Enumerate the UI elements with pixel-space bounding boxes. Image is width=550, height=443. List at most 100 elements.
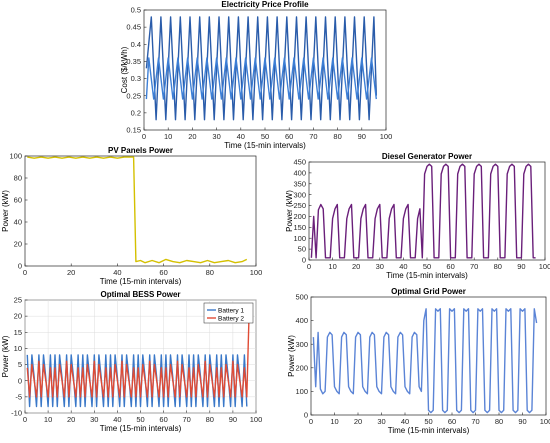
y-tick-label: 0 xyxy=(302,256,306,265)
x-tick-label: 70 xyxy=(309,132,317,141)
x-axis-label: Time (15-min intervals) xyxy=(100,424,182,433)
legend-entry: Battery 2 xyxy=(218,315,244,322)
y-tick-label: 0.35 xyxy=(126,57,141,66)
x-tick-label: 80 xyxy=(206,415,214,424)
y-tick-label: 0.5 xyxy=(131,6,141,15)
plot-area xyxy=(24,155,257,267)
x-tick-label: 60 xyxy=(159,415,167,424)
x-tick-label: 0 xyxy=(142,132,146,141)
y-tick-label: 0.4 xyxy=(131,40,141,49)
y-axis-label: Power (kW) xyxy=(1,190,10,232)
y-tick-label: 5 xyxy=(18,360,22,369)
y-tick-label: 350 xyxy=(293,179,306,188)
y-tick-label: 200 xyxy=(295,363,308,372)
x-tick-label: 50 xyxy=(261,132,269,141)
x-tick-label: 30 xyxy=(377,417,385,426)
y-tick-label: 15 xyxy=(14,328,22,337)
y-tick-label: 40 xyxy=(14,218,22,227)
y-tick-label: 150 xyxy=(293,223,306,232)
x-tick-label: 20 xyxy=(67,268,75,277)
x-tick-label: 0 xyxy=(309,417,313,426)
y-tick-label: 20 xyxy=(14,240,22,249)
y-tick-label: 400 xyxy=(293,168,306,177)
x-tick-label: 40 xyxy=(113,415,121,424)
series-line xyxy=(312,308,538,414)
x-tick-label: 100 xyxy=(540,417,550,426)
legend-box xyxy=(203,302,254,324)
x-tick-label: 90 xyxy=(517,262,525,271)
x-tick-label: 60 xyxy=(285,132,293,141)
y-axis-label: Power (kW) xyxy=(287,335,296,377)
y-tick-label: 100 xyxy=(293,234,306,243)
y-tick-label: 0 xyxy=(18,262,22,271)
x-axis-label: Time (15-min intervals) xyxy=(388,426,470,435)
y-tick-label: 0 xyxy=(18,376,22,385)
series-line xyxy=(26,312,250,398)
x-tick-label: 40 xyxy=(113,268,121,277)
x-tick-label: 60 xyxy=(159,268,167,277)
y-tick-label: 450 xyxy=(293,158,306,167)
y-tick-label: 300 xyxy=(295,340,308,349)
x-tick-label: 100 xyxy=(539,262,550,271)
x-tick-label: 50 xyxy=(136,415,144,424)
y-axis-label: Power (kW) xyxy=(1,335,10,377)
x-tick-label: 60 xyxy=(448,417,456,426)
y-tick-label: 0.25 xyxy=(126,91,141,100)
x-tick-label: 10 xyxy=(330,417,338,426)
series-line xyxy=(145,16,377,121)
x-tick-label: 0 xyxy=(23,268,27,277)
y-tick-label: 80 xyxy=(14,174,22,183)
x-tick-label: 80 xyxy=(333,132,341,141)
x-tick-label: 30 xyxy=(212,132,220,141)
y-axis-label: Cost ($/kWh) xyxy=(120,46,129,93)
x-tick-label: 90 xyxy=(518,417,526,426)
y-tick-label: 0.15 xyxy=(126,126,141,135)
y-tick-label: 500 xyxy=(295,293,308,302)
x-tick-label: 90 xyxy=(358,132,366,141)
x-tick-label: 0 xyxy=(307,262,311,271)
y-tick-label: -10 xyxy=(11,409,22,418)
chart-title: PV Panels Power xyxy=(108,146,173,155)
y-tick-label: 0.45 xyxy=(126,23,141,32)
x-tick-label: 60 xyxy=(446,262,454,271)
y-tick-label: 250 xyxy=(293,201,306,210)
y-tick-label: 300 xyxy=(293,190,306,199)
y-tick-label: 400 xyxy=(295,316,308,325)
x-tick-label: 80 xyxy=(495,417,503,426)
x-tick-label: 100 xyxy=(250,268,263,277)
x-tick-label: 20 xyxy=(352,262,360,271)
y-tick-label: 10 xyxy=(14,344,22,353)
x-tick-label: 10 xyxy=(44,415,52,424)
x-tick-label: 30 xyxy=(90,415,98,424)
series-line xyxy=(145,57,377,100)
x-tick-label: 0 xyxy=(23,415,27,424)
x-axis-label: Time (15-min intervals) xyxy=(224,141,306,150)
y-tick-label: 20 xyxy=(14,312,22,321)
y-axis-label: Power (kW) xyxy=(285,190,294,232)
chart-title: Electricity Price Profile xyxy=(221,0,309,9)
x-tick-label: 40 xyxy=(399,262,407,271)
y-tick-label: 50 xyxy=(298,245,306,254)
x-tick-label: 80 xyxy=(494,262,502,271)
x-tick-label: 10 xyxy=(328,262,336,271)
chart-title: Optimal BESS Power xyxy=(100,290,180,299)
chart-title: Diesel Generator Power xyxy=(382,152,472,161)
y-tick-label: 25 xyxy=(14,296,22,305)
x-tick-label: 20 xyxy=(67,415,75,424)
x-tick-label: 40 xyxy=(237,132,245,141)
x-tick-label: 70 xyxy=(470,262,478,271)
x-tick-label: 70 xyxy=(471,417,479,426)
series-line xyxy=(310,163,536,259)
y-tick-label: 0.3 xyxy=(131,74,141,83)
series-line xyxy=(27,156,248,264)
chart-title: Optimal Grid Power xyxy=(391,287,466,296)
x-tick-label: 80 xyxy=(206,268,214,277)
x-tick-label: 40 xyxy=(401,417,409,426)
x-tick-label: 50 xyxy=(423,262,431,271)
x-axis-label: Time (15-min intervals) xyxy=(386,271,468,280)
